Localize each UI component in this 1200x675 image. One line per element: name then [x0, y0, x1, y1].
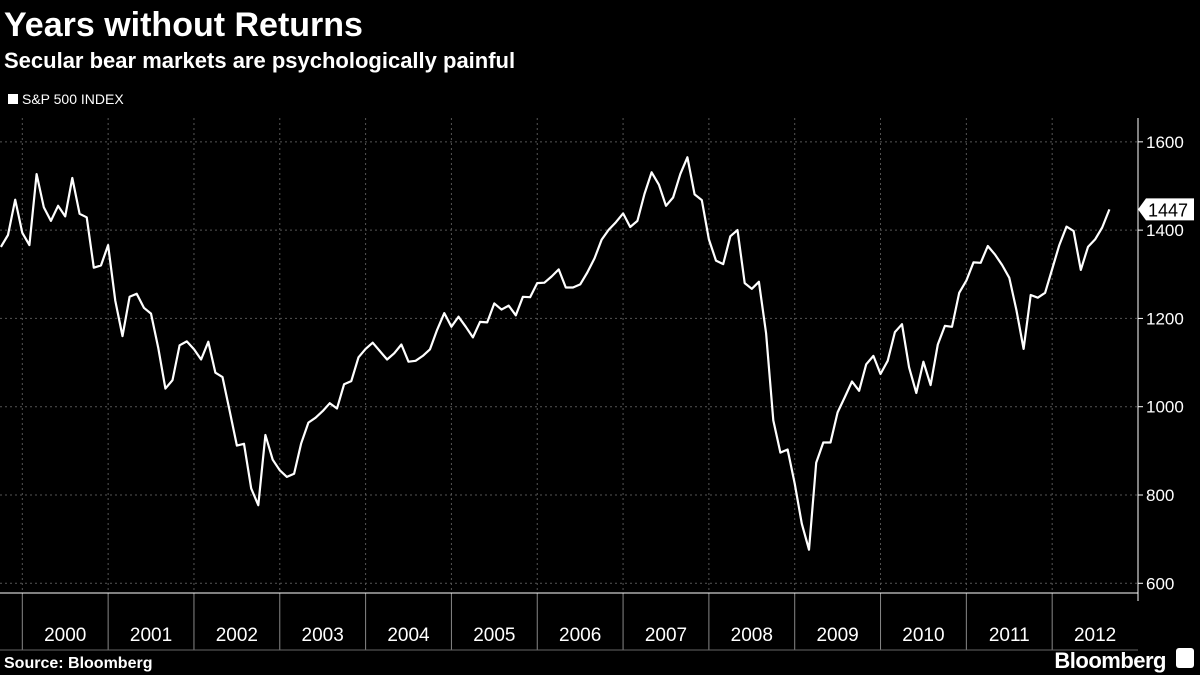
- line: [0, 156, 1111, 551]
- source: Source: Bloomberg: [4, 655, 152, 672]
- x-tick-label: 2010: [902, 625, 944, 646]
- x-tick-label: 2008: [731, 625, 773, 646]
- x-tick-label: 2000: [44, 625, 86, 646]
- legend-swatch: [8, 94, 18, 104]
- brand: Bloomberg: [1054, 648, 1166, 673]
- x-tick-label: 2009: [816, 625, 858, 646]
- chart-title: Years without Returns: [4, 6, 363, 44]
- y-tick-label: 1400: [1146, 221, 1184, 240]
- y-tick-label: 1600: [1146, 133, 1184, 152]
- x-tick-label: 2005: [473, 625, 515, 646]
- x-tick-label: 2003: [302, 625, 344, 646]
- x-tick-label: 2006: [559, 625, 601, 646]
- legend-label: S&P 500 INDEX: [22, 91, 124, 107]
- last-value-box: [1138, 198, 1194, 221]
- y-tick-label: 600: [1146, 574, 1174, 593]
- brand-icon: [1176, 648, 1194, 668]
- x-tick-label: 2012: [1074, 625, 1116, 646]
- x-tick-label: 2011: [989, 625, 1030, 646]
- x-tick-label: 2002: [216, 625, 258, 646]
- x-tick-label: 2007: [645, 625, 687, 646]
- y-tick-label: 1200: [1146, 309, 1184, 328]
- plot: 600 800 1000 1200 1400 1600 2000 2001 2002 2003 20…: [0, 118, 1194, 651]
- x-tick-label: 2001: [130, 625, 172, 646]
- y-tick-label: 800: [1146, 486, 1174, 505]
- x-tick-label: 2004: [387, 625, 430, 646]
- last-value-label: 1447: [1148, 200, 1188, 220]
- chart-subtitle: Secular bear markets are psychologically…: [4, 48, 515, 73]
- y-tick-label: 1000: [1146, 398, 1184, 417]
